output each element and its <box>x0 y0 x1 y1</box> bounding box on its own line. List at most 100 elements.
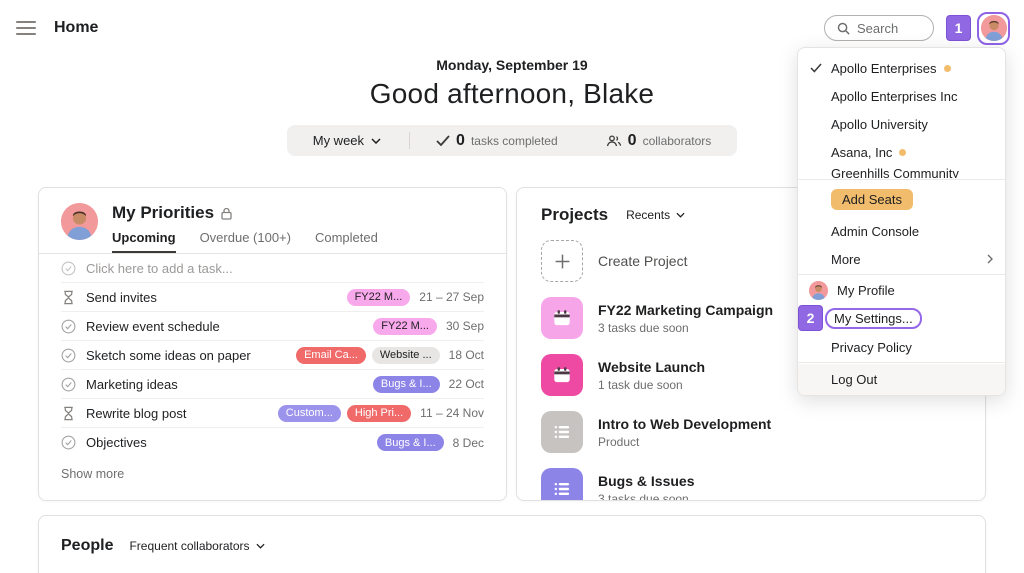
people-filter-dropdown[interactable]: Frequent collaborators <box>129 539 265 553</box>
menu-item-workspace[interactable]: Apollo Enterprises <box>798 54 1005 82</box>
workspace-label: Greenhills Community Centre <box>831 166 959 178</box>
menu-item-admin-console[interactable]: Admin Console <box>798 217 1005 245</box>
project-pill[interactable]: Email Ca... <box>296 346 366 364</box>
task-title: Marketing ideas <box>86 376 178 392</box>
tab-completed[interactable]: Completed <box>314 230 378 245</box>
menu-item-privacy-policy[interactable]: Privacy Policy <box>798 333 1005 361</box>
add-task-label: Click here to add a task... <box>86 260 233 276</box>
menu-item-my-profile[interactable]: My Profile <box>798 276 1005 304</box>
calendar-icon <box>554 310 570 326</box>
project-pill[interactable]: Website ... <box>371 346 440 364</box>
show-more-link[interactable]: Show more <box>61 467 125 481</box>
project-row[interactable]: FY22 Marketing Campaign 3 tasks due soon <box>541 297 961 339</box>
menu-item-more[interactable]: More <box>798 245 1005 273</box>
top-bar: Home Search 1 <box>0 0 1024 56</box>
project-meta: 3 tasks due soon <box>598 491 689 501</box>
user-avatar-button[interactable] <box>977 11 1010 45</box>
chevron-down-icon <box>371 137 381 144</box>
workspace-label: Apollo Enterprises <box>831 60 937 76</box>
page-title: Home <box>54 19 99 36</box>
menu-item-workspace[interactable]: Apollo University <box>798 110 1005 138</box>
project-meta: 1 task due soon <box>598 377 683 392</box>
task-date: 8 Dec <box>452 435 484 450</box>
menu-item-workspace[interactable]: Asana, Inc <box>798 138 1005 166</box>
account-dropdown-menu: Apollo Enterprises Apollo Enterprises In… <box>797 47 1006 396</box>
more-label: More <box>831 251 861 267</box>
sidebar-toggle-icon[interactable] <box>16 21 36 35</box>
collaborators-stat: 0 collaborators <box>606 132 712 150</box>
project-name: Bugs & Issues <box>598 472 695 489</box>
menu-divider <box>798 274 1005 275</box>
create-project-label: Create Project <box>598 253 688 269</box>
chevron-right-icon <box>987 254 993 264</box>
admin-console-label: Admin Console <box>831 223 920 239</box>
tab-upcoming[interactable]: Upcoming <box>112 230 176 253</box>
annotation-step-2-badge: 2 <box>798 305 823 331</box>
stats-divider <box>409 132 411 149</box>
task-row[interactable]: Send invites FY22 M... 21 – 27 Sep <box>61 283 484 312</box>
project-row[interactable]: Bugs & Issues 3 tasks due soon <box>541 468 961 501</box>
task-date: 21 – 27 Sep <box>419 290 484 304</box>
task-row[interactable]: Review event schedule FY22 M... 30 Sep <box>61 312 484 341</box>
menu-item-my-settings[interactable]: 2 My Settings... <box>798 304 1005 333</box>
circle-check-icon[interactable] <box>61 435 76 450</box>
task-title: Rewrite blog post <box>86 405 187 421</box>
log-out-label: Log Out <box>831 372 878 387</box>
stats-bar: My week 0 tasks completed 0 collaborator… <box>286 125 738 156</box>
menu-item-workspace[interactable]: Greenhills Community Centre <box>798 166 1005 178</box>
people-filter-label: Frequent collaborators <box>129 539 250 553</box>
check-icon <box>436 135 450 146</box>
project-row[interactable]: Website Launch 1 task due soon <box>541 354 961 396</box>
priorities-avatar <box>61 203 98 240</box>
project-pill[interactable]: Custom... <box>277 404 341 422</box>
task-title: Objectives <box>86 435 147 450</box>
circle-check-icon[interactable] <box>61 319 76 334</box>
project-pill[interactable]: Bugs & I... <box>372 375 440 393</box>
task-row[interactable]: Rewrite blog post Custom... High Pri... … <box>61 399 484 428</box>
profile-avatar <box>809 280 828 300</box>
project-name: FY22 Marketing Campaign <box>598 301 774 318</box>
project-pill[interactable]: High Pri... <box>346 404 412 422</box>
task-row[interactable]: Sketch some ideas on paper Email Ca... W… <box>61 341 484 370</box>
circle-check-icon[interactable] <box>61 377 76 392</box>
chevron-down-icon <box>256 543 265 549</box>
project-pill[interactable]: Bugs & I... <box>376 434 444 451</box>
menu-item-log-out[interactable]: Log Out <box>798 364 1005 395</box>
task-date: 11 – 24 Nov <box>420 406 484 420</box>
my-week-dropdown[interactable]: My week <box>313 133 381 148</box>
task-date: 18 Oct <box>448 348 484 362</box>
project-row[interactable]: Intro to Web Development Product <box>541 411 961 453</box>
menu-item-add-seats[interactable]: Add Seats <box>798 181 1005 217</box>
add-task-row[interactable]: Click here to add a task... <box>61 254 484 283</box>
workspace-label: Apollo University <box>831 116 928 132</box>
menu-item-workspace[interactable]: Apollo Enterprises Inc <box>798 82 1005 110</box>
project-pill[interactable]: FY22 M... <box>373 317 437 335</box>
search-input[interactable]: Search <box>824 15 934 41</box>
project-pill[interactable]: FY22 M... <box>346 288 411 306</box>
search-placeholder: Search <box>857 20 899 36</box>
task-title: Sketch some ideas on paper <box>86 347 251 363</box>
menu-divider <box>798 179 1005 180</box>
task-row[interactable]: Objectives Bugs & I... 8 Dec <box>61 428 484 457</box>
collaborators-label: collaborators <box>642 133 712 148</box>
greeting-date: Monday, September 19 <box>436 57 588 73</box>
add-seats-button[interactable]: Add Seats <box>831 189 913 210</box>
collaborators-icon <box>606 134 621 146</box>
workspace-label: Asana, Inc <box>831 144 893 160</box>
priorities-header-divider <box>39 253 506 254</box>
tasks-completed-stat: 0 tasks completed <box>436 132 558 150</box>
people-title: People <box>61 537 114 554</box>
create-project-button[interactable]: Create Project <box>541 240 961 282</box>
circle-check-icon[interactable] <box>61 348 76 363</box>
projects-filter-dropdown[interactable]: Recents <box>626 208 685 222</box>
my-week-label: My week <box>312 133 365 148</box>
task-date: 22 Oct <box>448 377 484 391</box>
projects-title: Projects <box>541 205 609 224</box>
circle-check-icon <box>61 261 76 275</box>
tasks-completed-count: 0 <box>456 131 465 149</box>
chevron-down-icon <box>676 212 685 218</box>
task-row[interactable]: Marketing ideas Bugs & I... 22 Oct <box>61 370 484 399</box>
my-settings-highlight-box[interactable]: My Settings... <box>825 308 922 329</box>
lock-icon <box>221 207 232 220</box>
tab-overdue[interactable]: Overdue (100+) <box>199 230 291 245</box>
